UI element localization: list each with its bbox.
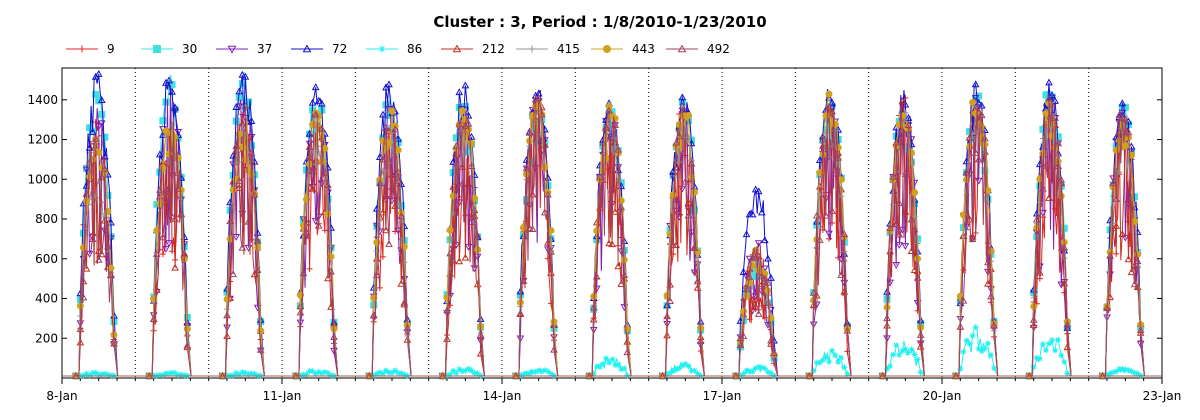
legend-item-30: 30 bbox=[141, 42, 197, 56]
legend-item-9: 9 bbox=[66, 42, 115, 56]
legend-swatch-marker bbox=[227, 45, 237, 54]
series-line-492 bbox=[1102, 115, 1145, 377]
series-line-492 bbox=[1029, 98, 1072, 377]
series-line-492 bbox=[662, 106, 705, 377]
x-tick-label: 23-Jan bbox=[1143, 389, 1182, 403]
series-line-212 bbox=[882, 101, 925, 377]
x-tick-label: 8-Jan bbox=[46, 389, 77, 403]
legend: 9 30 37 72 86 212 415 443 492 bbox=[66, 42, 730, 56]
x-tick-label: 11-Jan bbox=[263, 389, 302, 403]
x-tick-label: 17-Jan bbox=[703, 389, 742, 403]
legend-label: 86 bbox=[407, 42, 422, 56]
legend-label: 9 bbox=[107, 42, 115, 56]
y-tick-label: 400 bbox=[35, 292, 58, 306]
legend-swatch-marker bbox=[302, 44, 312, 53]
series-line-443 bbox=[442, 110, 485, 377]
series-line-72 bbox=[149, 80, 192, 377]
chart-title: Cluster : 3, Period : 1/8/2010-1/23/2010 bbox=[433, 13, 766, 31]
series-line-492 bbox=[809, 105, 852, 377]
legend-swatch-marker bbox=[153, 45, 161, 53]
series-line-492 bbox=[295, 113, 339, 377]
y-tick-label: 600 bbox=[35, 252, 58, 266]
legend-item-415: 415 bbox=[516, 42, 580, 56]
series-492 bbox=[62, 93, 1162, 379]
series-line-492 bbox=[735, 245, 779, 377]
plot-area: 200 400 600 800 1000 1200 1400 8-Jan 11-Jan 14-Ja… bbox=[27, 67, 1182, 403]
legend-swatch-marker bbox=[78, 45, 86, 53]
y-tick-label: 1200 bbox=[27, 133, 58, 147]
legend-item-86: 86 bbox=[366, 42, 422, 56]
legend-label: 492 bbox=[707, 42, 730, 56]
legend-item-492: 492 bbox=[666, 42, 730, 56]
series-line-492 bbox=[589, 110, 632, 377]
series-line-492 bbox=[955, 104, 999, 377]
series-line-492 bbox=[149, 118, 192, 377]
x-tick-label: 14-Jan bbox=[483, 389, 522, 403]
legend-item-37: 37 bbox=[216, 42, 272, 56]
legend-swatch-marker bbox=[603, 45, 612, 53]
legend-label: 72 bbox=[332, 42, 347, 56]
series-line-492 bbox=[515, 97, 559, 377]
series-line-72 bbox=[1102, 101, 1145, 377]
legend-label: 30 bbox=[182, 42, 197, 56]
series-line-72 bbox=[222, 74, 265, 377]
series-line-492 bbox=[442, 115, 485, 377]
y-tick-label: 200 bbox=[35, 331, 58, 345]
y-tick-label: 800 bbox=[35, 212, 58, 226]
y-tick-label: 1000 bbox=[27, 172, 58, 186]
legend-label: 212 bbox=[482, 42, 505, 56]
series-line-492 bbox=[75, 138, 119, 377]
series-line-415 bbox=[295, 132, 339, 377]
legend-swatch-marker bbox=[677, 44, 687, 53]
y-tick-label: 1400 bbox=[27, 93, 58, 107]
legend-label: 37 bbox=[257, 42, 272, 56]
legend-swatch-marker bbox=[378, 45, 386, 53]
x-tick-label: 20-Jan bbox=[923, 389, 962, 403]
legend-label: 415 bbox=[557, 42, 580, 56]
legend-item-72: 72 bbox=[291, 42, 347, 56]
legend-swatch-marker bbox=[528, 45, 536, 53]
series-line-212 bbox=[1102, 133, 1145, 377]
legend-item-443: 443 bbox=[591, 42, 655, 56]
legend-label: 443 bbox=[632, 42, 655, 56]
legend-swatch-marker bbox=[452, 44, 462, 53]
legend-item-212: 212 bbox=[441, 42, 505, 56]
